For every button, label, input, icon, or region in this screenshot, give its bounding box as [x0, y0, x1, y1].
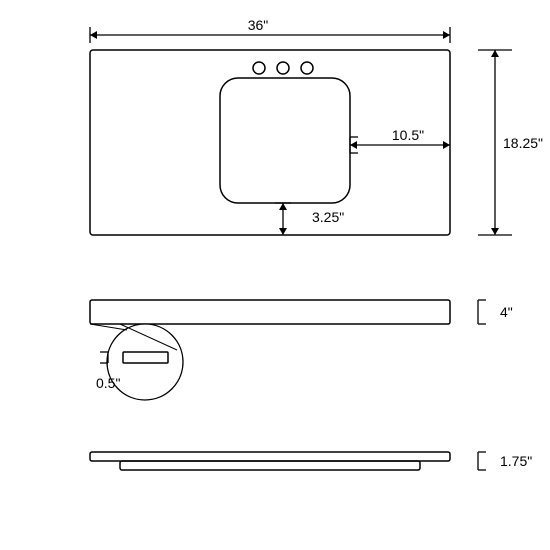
svg-text:36": 36" — [248, 17, 269, 33]
svg-text:18.25": 18.25" — [503, 135, 543, 151]
svg-text:1.75": 1.75" — [500, 453, 532, 469]
svg-text:4": 4" — [500, 304, 513, 320]
svg-text:10.5": 10.5" — [392, 127, 424, 143]
svg-text:0.5": 0.5" — [96, 375, 120, 391]
svg-text:3.25": 3.25" — [312, 209, 344, 225]
technical-drawing: 36" 18.25" 10.5" 3.25" 4" 0.5" 1.75" — [0, 0, 550, 550]
